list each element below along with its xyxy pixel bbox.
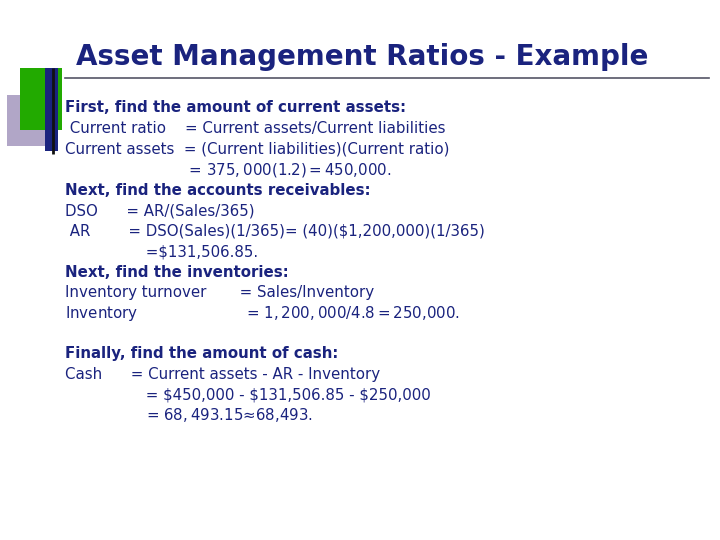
Text: Finally, find the amount of cash:: Finally, find the amount of cash: [65, 346, 338, 361]
Text: Next, find the accounts receivables:: Next, find the accounts receivables: [65, 183, 370, 198]
Text: AR        = DSO(Sales)(1/365)= (40)($1,200,000)(1/365): AR = DSO(Sales)(1/365)= (40)($1,200,000)… [65, 224, 485, 239]
Text: Current ratio    = Current assets/Current liabilities: Current ratio = Current assets/Current l… [65, 121, 445, 136]
Text: Inventory turnover       = Sales/Inventory: Inventory turnover = Sales/Inventory [65, 285, 374, 300]
Text: Next, find the inventories:: Next, find the inventories: [65, 265, 289, 280]
Text: = $375,000(1.2) = $450,000.: = $375,000(1.2) = $450,000. [65, 160, 391, 179]
Text: =$131,506.85.: =$131,506.85. [65, 244, 258, 259]
FancyBboxPatch shape [7, 94, 54, 146]
Text: = $450,000 - $131,506.85 - $250,000: = $450,000 - $131,506.85 - $250,000 [65, 387, 431, 402]
Text: First, find the amount of current assets:: First, find the amount of current assets… [65, 100, 406, 116]
Text: = $68,493.15 ≈ $68,493.: = $68,493.15 ≈ $68,493. [65, 406, 312, 424]
FancyBboxPatch shape [20, 68, 62, 130]
Text: Cash      = Current assets - AR - Inventory: Cash = Current assets - AR - Inventory [65, 367, 380, 382]
Text: DSO      = AR/(Sales/365): DSO = AR/(Sales/365) [65, 203, 254, 218]
FancyBboxPatch shape [45, 68, 58, 151]
Text: Inventory                       = $1,200,000/4.8 =$250,000.: Inventory = $1,200,000/4.8 =$250,000. [65, 303, 460, 323]
Text: Asset Management Ratios - Example: Asset Management Ratios - Example [76, 43, 648, 71]
Text: Current assets  = (Current liabilities)(Current ratio): Current assets = (Current liabilities)(C… [65, 141, 449, 157]
